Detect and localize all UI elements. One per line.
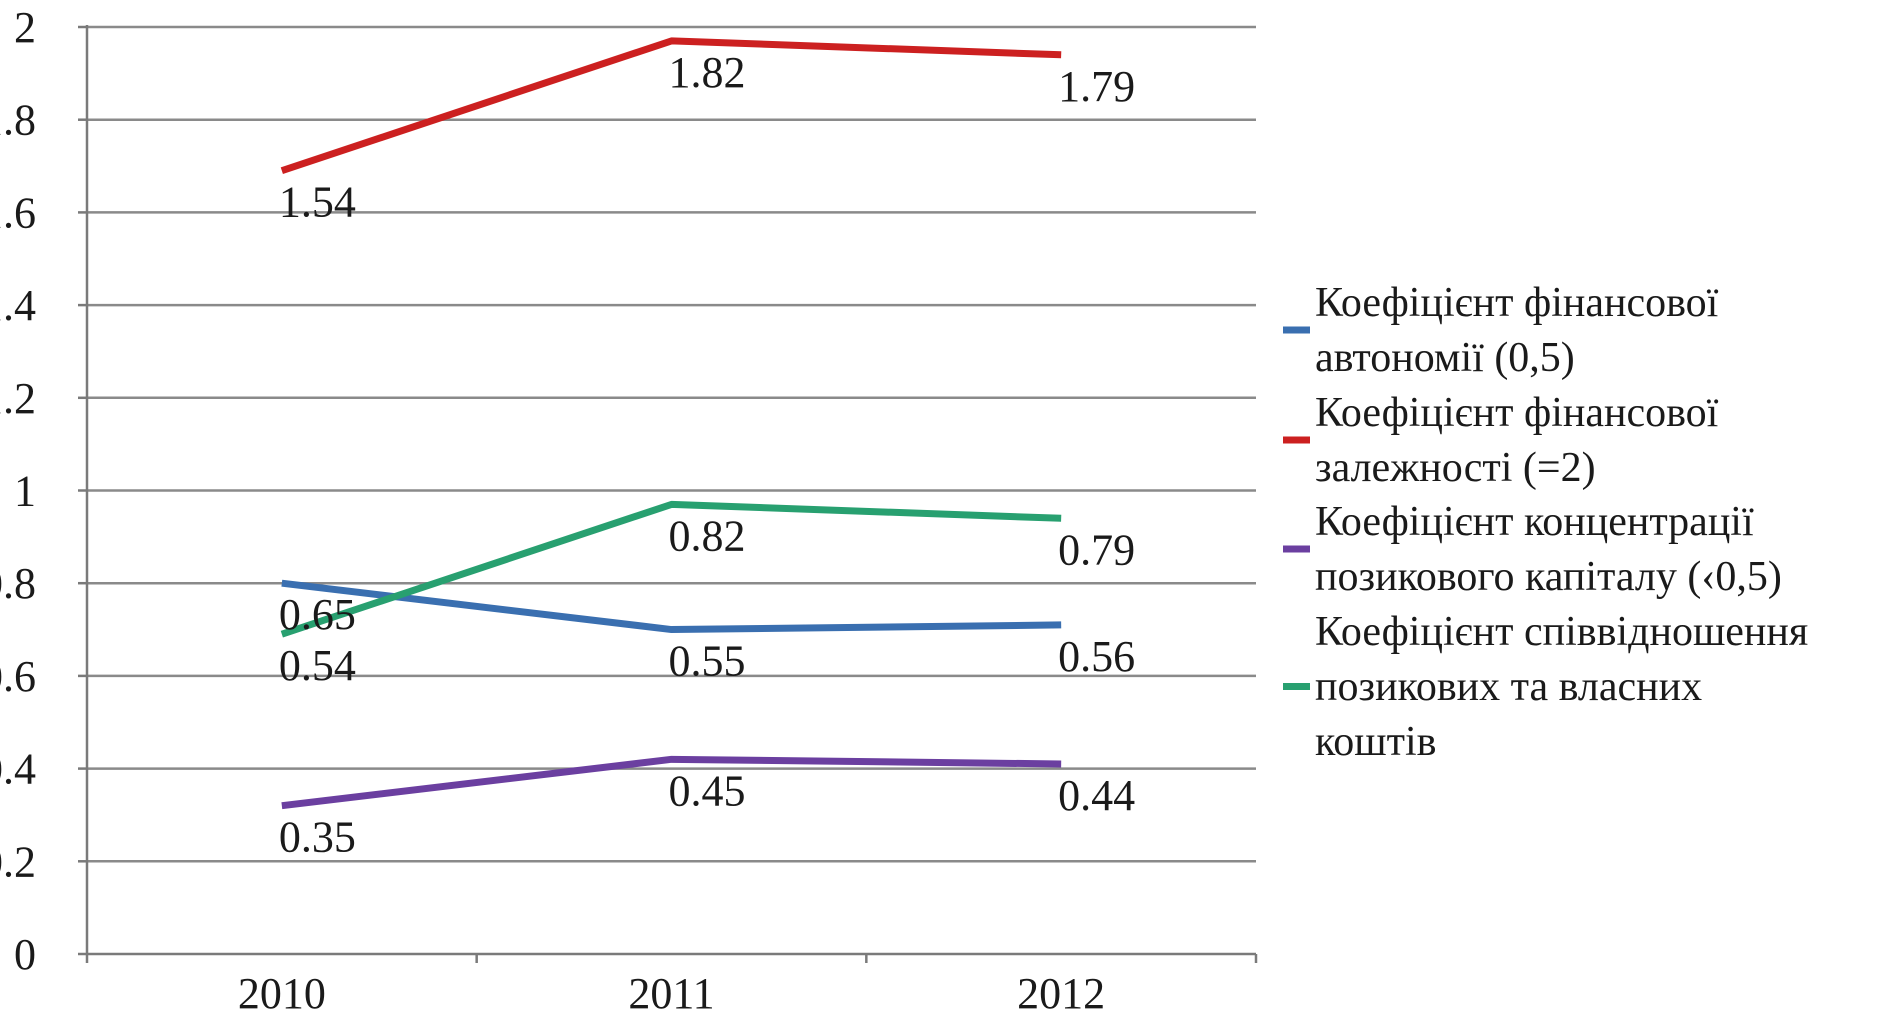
gridlines: [87, 25, 1256, 863]
legend-marker: [1283, 436, 1310, 444]
legend-entry-text: Коефіцієнт концентрації: [1315, 499, 1754, 545]
data-label: 1.54: [279, 178, 356, 227]
x-tick-label: 2011: [628, 969, 714, 1013]
y-tick-label: 1.2: [0, 374, 36, 423]
y-tick-label: 1.8: [0, 96, 36, 145]
y-tick-label: 0.6: [0, 652, 36, 701]
series-line: [280, 500, 1062, 638]
series-line: [281, 755, 1062, 810]
legend: Коефіцієнт фінансової автономії (0,5) Коеф…: [1283, 280, 1808, 765]
y-tick-label: 0: [14, 930, 36, 979]
data-labels: 0.65 0.55 0.56 1.54 1.82 1.79 0.35 0.45 0.44 0.54…: [279, 48, 1135, 862]
series-lines: [280, 37, 1062, 810]
legend-entry-text: позикового капіталу (‹0,5): [1315, 554, 1782, 600]
legend-marker: [1283, 326, 1310, 334]
legend-entry-text: коштів: [1315, 719, 1436, 765]
y-tick-label: 1.4: [0, 281, 36, 330]
legend-entry-text: автономії (0,5): [1315, 335, 1575, 381]
data-label: 0.55: [669, 637, 746, 686]
x-tick-label: 2010: [238, 969, 326, 1013]
data-label: 0.44: [1058, 771, 1135, 820]
data-label: 0.65: [279, 590, 356, 639]
y-tick-label: 0.2: [0, 837, 36, 886]
series-line: [280, 37, 1062, 175]
legend-entry-text: Коефіцієнт фінансової: [1315, 390, 1719, 436]
legend-marker: [1283, 683, 1310, 690]
y-tick-label: 0.8: [0, 559, 36, 608]
legend-entry-text: Коефіцієнт фінансової: [1315, 280, 1719, 326]
legend-entry-text: позикових та власних: [1315, 664, 1702, 710]
legend-entry-text: Коефіцієнт співвідношення: [1315, 609, 1808, 655]
x-tick-label: 2012: [1017, 969, 1105, 1013]
data-label: 0.82: [669, 511, 746, 560]
y-tick-label: 2: [14, 3, 36, 52]
data-label: 0.54: [279, 641, 356, 690]
series-line: [281, 579, 1062, 634]
data-label: 0.56: [1058, 632, 1135, 681]
data-label: 0.35: [279, 813, 356, 862]
legend-entry-text: залежності (=2): [1315, 445, 1596, 491]
y-tick-label: 1.6: [0, 188, 36, 237]
legend-marker: [1283, 545, 1310, 553]
y-tick-label: 1: [14, 467, 36, 516]
y-tick-label: 0.4: [0, 745, 36, 794]
data-label: 1.82: [669, 48, 746, 97]
data-label: 1.79: [1058, 62, 1135, 111]
data-label: 0.79: [1058, 525, 1135, 574]
data-label: 0.45: [669, 766, 746, 815]
